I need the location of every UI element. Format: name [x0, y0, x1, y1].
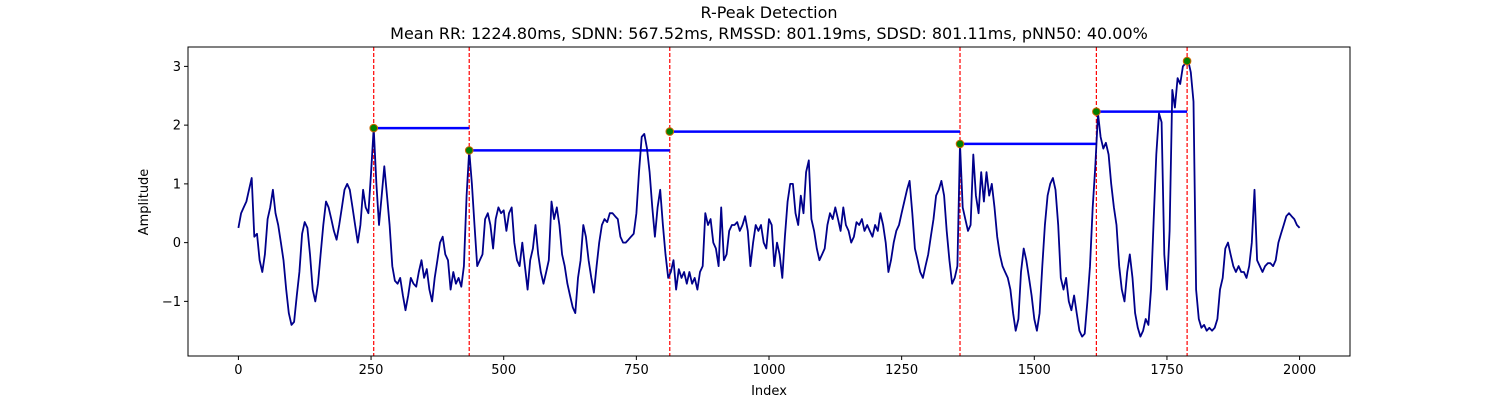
signal-line: [237, 59, 1301, 338]
y-tick-label: 3: [173, 60, 181, 75]
x-axis-label: Index: [751, 384, 787, 399]
peak-marker-5: [1092, 107, 1101, 116]
rr-intervals: [373, 110, 1188, 152]
peak-marker-2: [464, 146, 474, 155]
x-tick-label: 1250: [885, 363, 918, 378]
x-tick-label: 250: [359, 363, 384, 378]
x-tick-label: 500: [491, 363, 516, 378]
y-tick-label: 0: [173, 236, 181, 251]
chart-subtitle: Mean RR: 1224.80ms, SDNN: 567.52ms, RMSS…: [390, 24, 1148, 43]
peak-marker-6: [1182, 56, 1192, 66]
y-tick-label: 2: [173, 119, 181, 134]
peak-marker-3: [665, 127, 675, 136]
y-tick-label: 1: [173, 177, 181, 192]
y-axis-label: Amplitude: [137, 169, 152, 236]
x-tick-label: 1750: [1150, 363, 1183, 378]
y-axis-ticks: −1 0 1 2 3: [162, 60, 188, 310]
y-tick-label: −1: [162, 295, 181, 310]
x-tick-label: 1500: [1018, 363, 1051, 378]
x-tick-label: 750: [624, 363, 649, 378]
peak-marker-4: [955, 139, 965, 149]
x-axis-ticks: 0 250 500 750 1000 1250 1500 1750 2000: [234, 356, 1316, 378]
x-tick-label: 2000: [1283, 363, 1316, 378]
peak-marker-1: [369, 123, 379, 133]
x-tick-label: 0: [234, 363, 242, 378]
x-tick-label: 1000: [752, 363, 785, 378]
peak-markers: [369, 56, 1192, 155]
chart-title: R-Peak Detection: [700, 3, 837, 22]
peak-lines: [373, 47, 1188, 356]
